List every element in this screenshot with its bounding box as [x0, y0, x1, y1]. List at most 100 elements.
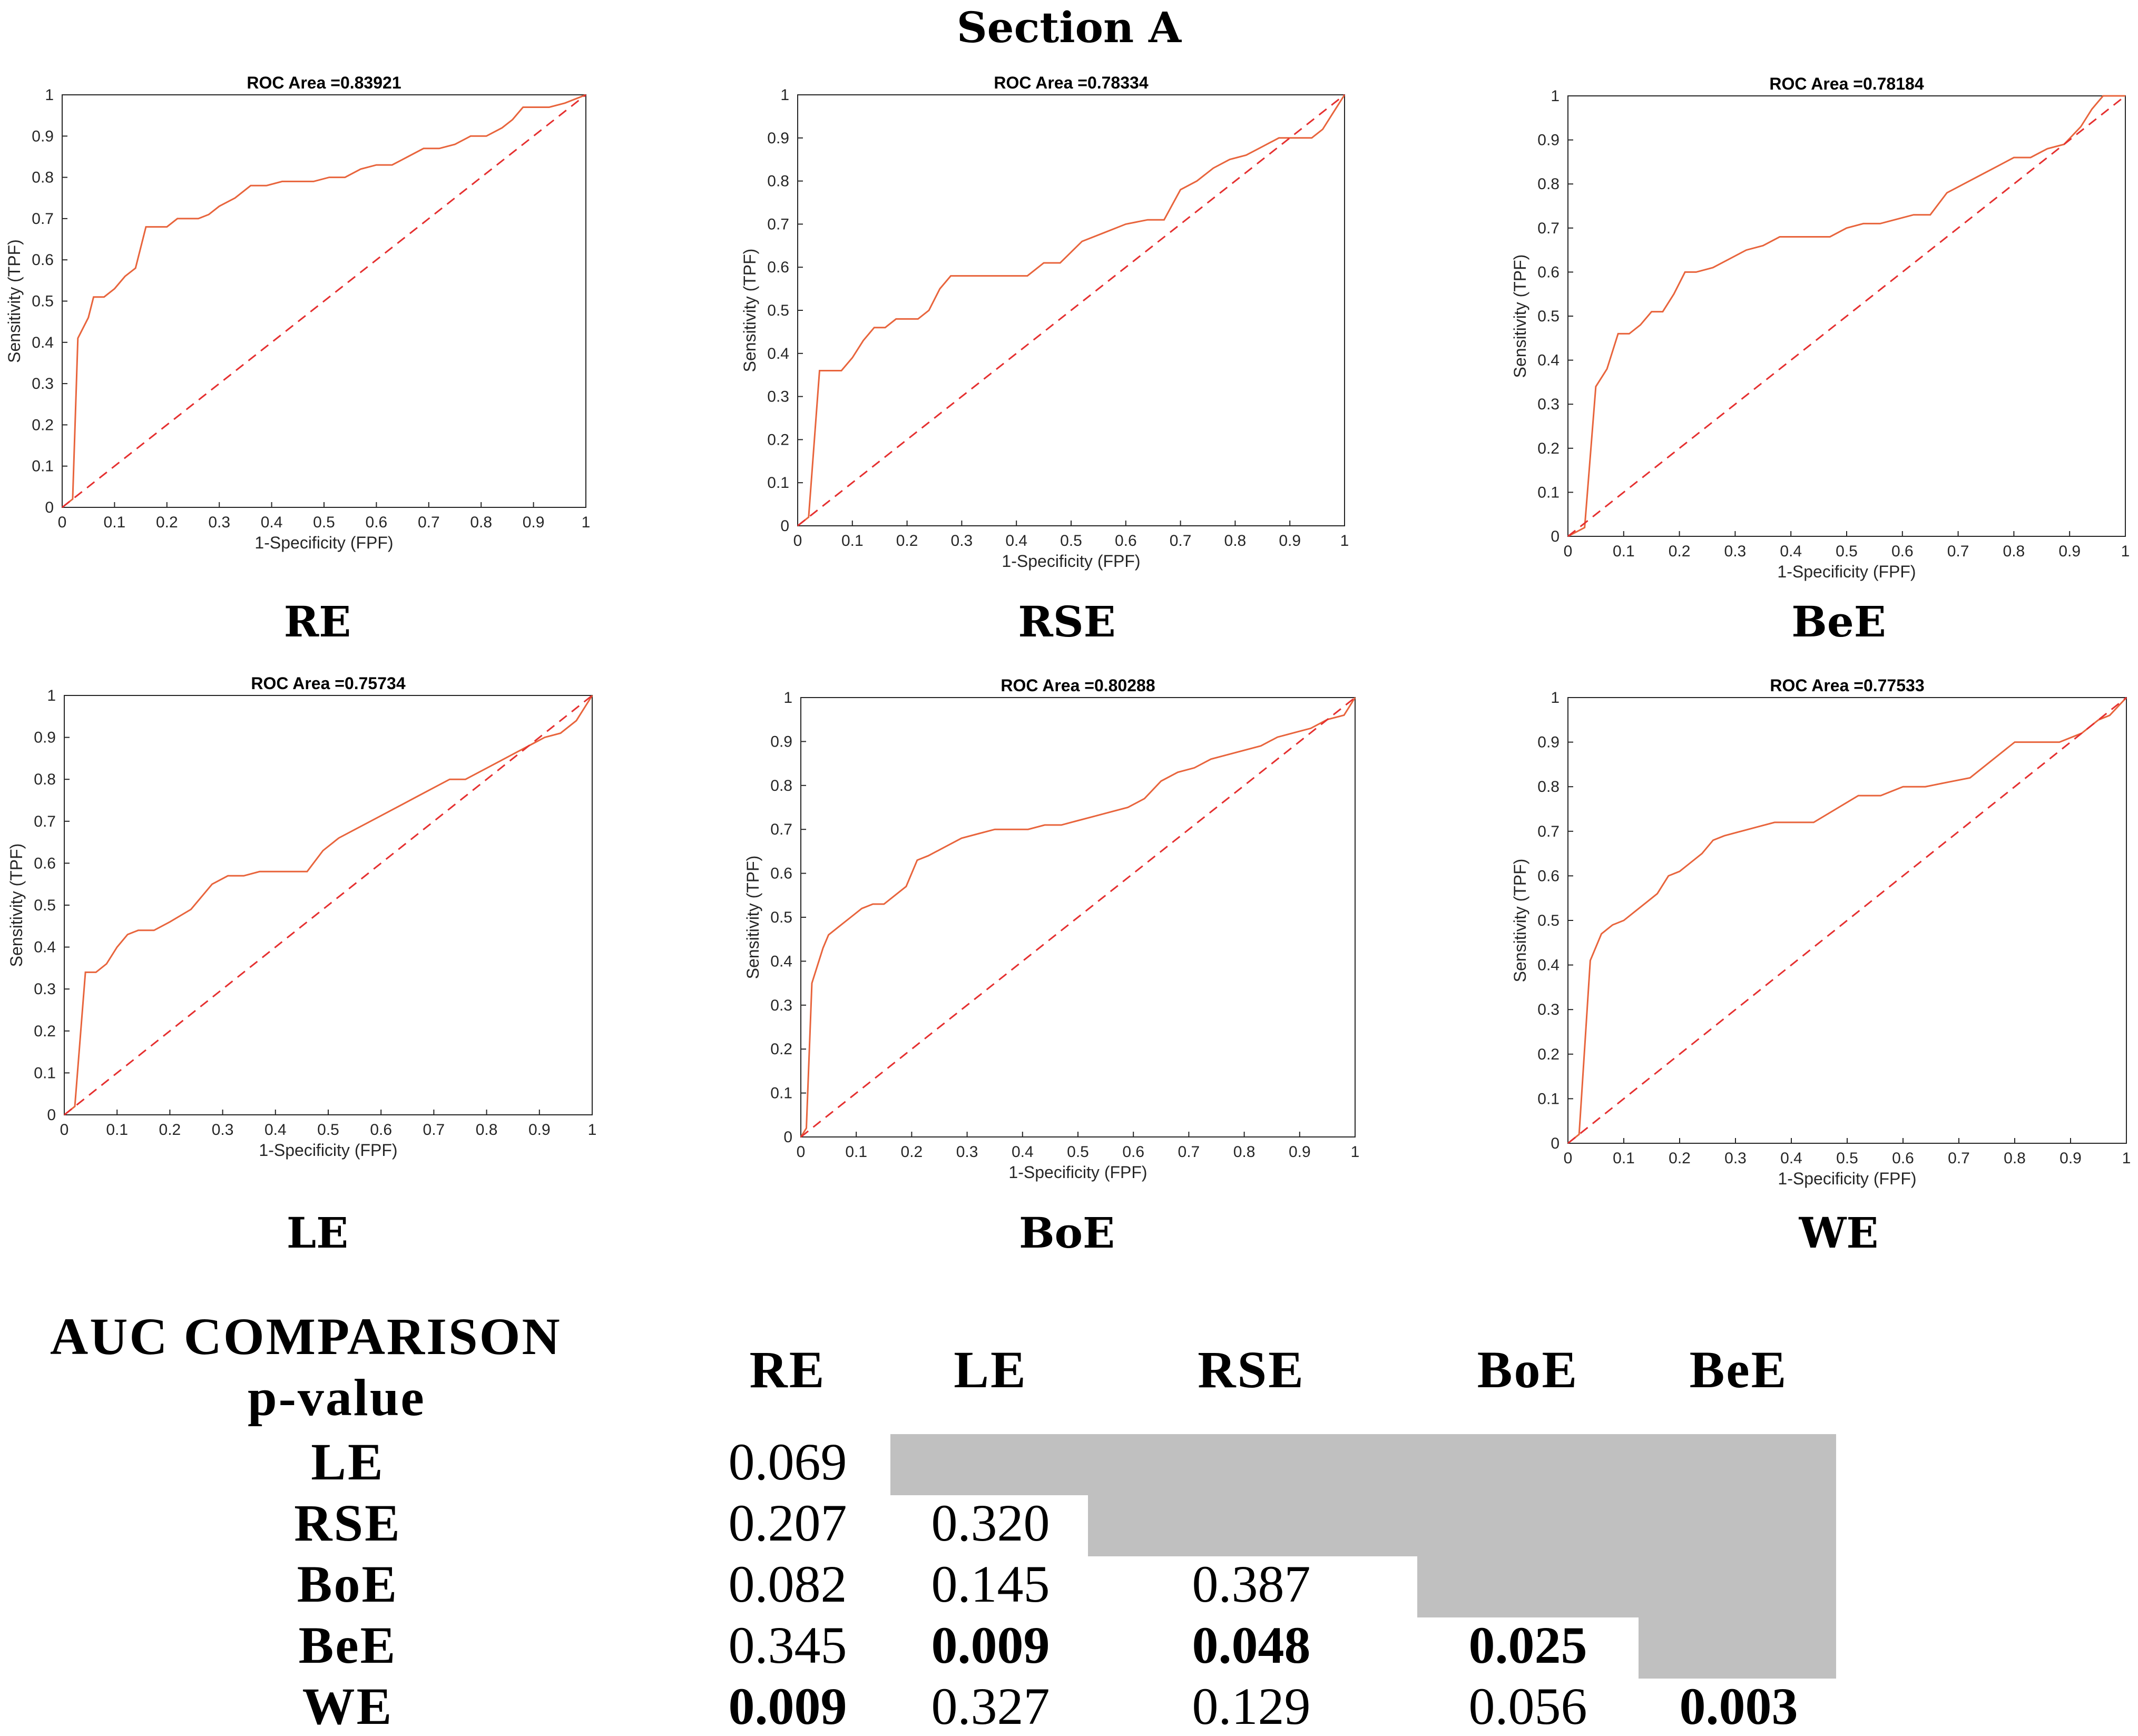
- p-value-cell: 0.320: [931, 1494, 1050, 1552]
- x-tick-label: 0.7: [1170, 532, 1192, 550]
- x-tick-label: 0.6: [1115, 532, 1137, 550]
- x-tick-label: 0: [793, 532, 802, 550]
- y-tick-label: 1: [1551, 87, 1560, 105]
- y-tick-label: 0.7: [1537, 220, 1560, 237]
- x-tick-label: 0.9: [2058, 543, 2081, 560]
- x-tick-label: 0.6: [1891, 543, 1914, 560]
- y-tick-label: 0.7: [1537, 823, 1560, 840]
- y-tick-label: 0.7: [34, 813, 56, 830]
- x-axis-label: 1-Specificity (FPF): [259, 1141, 397, 1160]
- roc-curve-line: [64, 695, 593, 1116]
- roc-chart-le: ROC Area =0.75734 0 0.1 0.2 0.3 0.4 0.5 0.6 0.7 0…: [7, 674, 596, 1160]
- x-tick-label: 0.1: [841, 532, 864, 550]
- y-tick-label: 0.3: [32, 375, 54, 393]
- chance-diagonal-line: [64, 694, 593, 1116]
- roc-chart-rse: ROC Area =0.78334 0 0.1 0.2 0.3 0.4 0.5 0.6 0.7 0…: [740, 73, 1349, 571]
- y-tick-label: 0.5: [767, 302, 789, 319]
- p-value-cell: 0.003: [1679, 1677, 1798, 1735]
- x-tick-label: 0.9: [528, 1121, 551, 1139]
- roc-curve-line: [797, 94, 1346, 527]
- x-tick-label: 0.8: [1233, 1143, 1256, 1161]
- roc-chart-boe: ROC Area =0.80288 0 0.1 0.2 0.3 0.4 0.5 0.6 0.7 0…: [743, 676, 1360, 1182]
- x-axis-label: 1-Specificity (FPF): [1002, 552, 1140, 571]
- x-tick-label: 0.3: [208, 514, 230, 531]
- section-title: Section A: [956, 3, 1182, 52]
- y-tick-label: 0.6: [770, 865, 792, 882]
- p-value-cell: 0.207: [728, 1494, 847, 1552]
- chance-diagonal-line: [1567, 697, 2127, 1144]
- shade-row-rse: [1088, 1495, 1836, 1556]
- column-header-le: LE: [954, 1340, 1027, 1399]
- panel-label-re: RE: [283, 597, 351, 646]
- y-axis-label: Sensitivity (TPF): [740, 249, 759, 372]
- shade-row-bee: [1639, 1617, 1836, 1679]
- y-tick-label: 0.2: [770, 1041, 792, 1058]
- x-tick-label: 0.1: [1613, 543, 1635, 560]
- roc-panel-boe: ROC Area =0.80288 0 0.1 0.2 0.3 0.4 0.5 0.6 0.7 0…: [732, 665, 1396, 1260]
- x-tick-label: 0.2: [159, 1121, 181, 1139]
- row-header-rse: RSE: [294, 1494, 401, 1552]
- x-tick-label: 1: [1351, 1143, 1360, 1161]
- x-tick-label: 0.5: [317, 1121, 339, 1139]
- x-tick-label: 0.1: [1613, 1150, 1635, 1167]
- x-tick-label: 0: [1564, 543, 1573, 560]
- x-tick-label: 1: [2121, 543, 2130, 560]
- x-tick-label: 0.4: [1780, 543, 1802, 560]
- roc-chart-we: ROC Area =0.77533 0 0.1 0.2 0.3 0.4 0.5 0.6 0.7 0…: [1511, 676, 2131, 1188]
- y-tick-label: 0.1: [34, 1064, 56, 1082]
- y-tick-label: 0.6: [34, 855, 56, 872]
- x-tick-label: 0.8: [476, 1121, 498, 1139]
- x-tick-label: 0: [797, 1143, 806, 1161]
- panel-label-boe: BoE: [1019, 1208, 1115, 1258]
- y-tick-label: 0.7: [32, 210, 54, 228]
- y-tick-label: 0.1: [767, 474, 789, 492]
- roc-panel-le: ROC Area =0.75734 0 0.1 0.2 0.3 0.4 0.5 0.6 0.7 0…: [0, 665, 611, 1260]
- y-tick-label: 0.9: [1537, 132, 1560, 149]
- x-tick-label: 1: [2122, 1150, 2131, 1167]
- x-tick-label: 0.8: [2003, 543, 2025, 560]
- y-tick-label: 0.3: [767, 388, 789, 406]
- panel-label-le: LE: [286, 1208, 349, 1258]
- y-tick-label: 0.1: [1537, 1090, 1560, 1107]
- p-value-cell: 0.009: [931, 1616, 1050, 1674]
- y-tick-label: 0: [780, 517, 789, 535]
- x-tick-label: 1: [1340, 532, 1349, 550]
- x-tick-label: 0.6: [370, 1121, 392, 1139]
- x-axis-label: 1-Specificity (FPF): [1777, 562, 1916, 581]
- x-tick-label: 0.7: [418, 514, 440, 531]
- y-tick-label: 0.1: [1537, 484, 1560, 501]
- roc-curve-line: [1567, 95, 2125, 537]
- y-tick-label: 0.4: [767, 345, 789, 362]
- table-title: AUC COMPARISON: [50, 1307, 562, 1366]
- y-tick-label: 0.3: [770, 997, 792, 1014]
- x-tick-label: 0.5: [1836, 543, 1858, 560]
- p-value-cell: 0.082: [728, 1555, 847, 1613]
- x-tick-label: 1: [582, 514, 591, 531]
- y-tick-label: 0.2: [32, 416, 54, 434]
- x-tick-label: 0: [60, 1121, 69, 1139]
- chance-diagonal-line: [62, 94, 586, 508]
- x-tick-label: 0: [58, 514, 67, 531]
- x-tick-label: 0.7: [1178, 1143, 1200, 1161]
- column-header-bee: BeE: [1689, 1340, 1788, 1399]
- x-tick-label: 0.8: [2004, 1150, 2026, 1167]
- roc-chart-re: ROC Area =0.83921 0 0.1 0.2 0.3 0.4 0.5 0.6 0.7 0…: [5, 73, 591, 552]
- x-tick-label: 0.7: [1948, 1150, 1970, 1167]
- y-tick-label: 0.1: [32, 458, 54, 475]
- p-value-cell: 0.387: [1192, 1555, 1311, 1613]
- x-tick-label: 0.3: [1724, 1150, 1747, 1167]
- x-tick-label: 0.1: [106, 1121, 128, 1139]
- y-tick-label: 0.2: [1537, 440, 1560, 457]
- x-axis-label: 1-Specificity (FPF): [1778, 1169, 1916, 1188]
- y-tick-label: 0.6: [767, 259, 789, 276]
- y-tick-label: 0.6: [1537, 263, 1560, 281]
- chart-title: ROC Area =0.80288: [1001, 676, 1155, 695]
- x-tick-label: 0.4: [264, 1121, 287, 1139]
- roc-curve-line: [1567, 697, 2127, 1144]
- x-tick-label: 0.9: [2059, 1150, 2082, 1167]
- x-tick-label: 0.3: [956, 1143, 978, 1161]
- x-tick-label: 0.6: [1892, 1150, 1914, 1167]
- x-tick-label: 0.4: [1012, 1143, 1034, 1161]
- p-value-cell: 0.327: [931, 1677, 1050, 1735]
- y-tick-label: 0.7: [770, 821, 792, 838]
